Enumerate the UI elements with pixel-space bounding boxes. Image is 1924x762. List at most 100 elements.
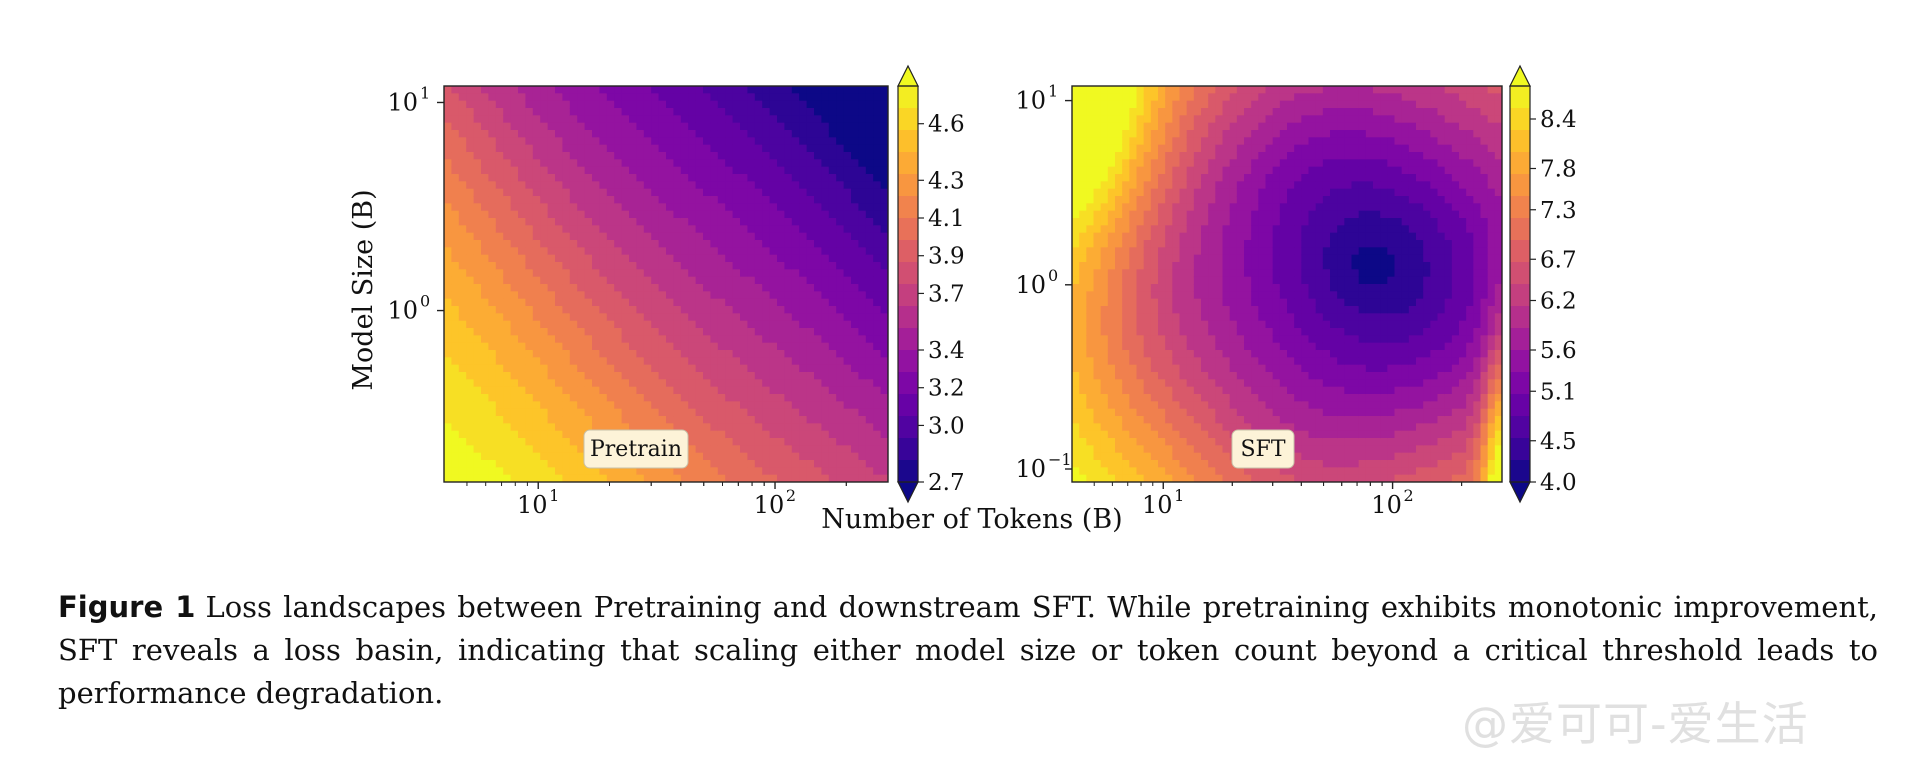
heatmap-cell xyxy=(703,350,711,358)
heatmap-cell xyxy=(666,379,674,388)
heatmap-cell xyxy=(1229,108,1238,116)
heatmap-cell xyxy=(451,232,460,241)
heatmap-cell xyxy=(1279,416,1288,424)
heatmap-cell xyxy=(584,364,593,373)
heatmap-cell xyxy=(651,313,660,322)
heatmap-cell xyxy=(1186,188,1195,197)
heatmap-cell xyxy=(621,276,630,285)
heatmap-cell xyxy=(621,379,630,388)
heatmap-cell xyxy=(1272,416,1281,424)
heatmap-cell xyxy=(843,379,852,388)
heatmap-cell xyxy=(1179,379,1188,388)
heatmap-cell xyxy=(769,423,778,432)
heatmap-cell xyxy=(666,174,674,182)
heatmap-cell xyxy=(1150,225,1159,234)
heatmap-cell xyxy=(754,328,763,336)
heatmap-cell xyxy=(754,379,763,388)
heatmap-cell xyxy=(1186,416,1195,424)
heatmap-cell xyxy=(473,174,482,182)
heatmap-cell xyxy=(1279,254,1288,263)
heatmap-cell xyxy=(510,269,519,278)
heatmap-cell xyxy=(843,445,852,454)
heatmap-cell xyxy=(710,100,719,109)
heatmap-cell xyxy=(555,247,563,256)
heatmap-cell xyxy=(569,262,578,270)
heatmap-cell xyxy=(599,130,608,138)
heatmap-cell xyxy=(540,100,549,109)
heatmap-cell xyxy=(510,445,519,454)
heatmap-cell xyxy=(1287,320,1295,329)
heatmap-cell xyxy=(762,379,771,388)
heatmap-cell xyxy=(606,115,615,124)
heatmap-cell xyxy=(444,372,452,380)
heatmap-cell xyxy=(1258,423,1267,432)
heatmap-cell xyxy=(629,262,637,270)
heatmap-cell xyxy=(1165,159,1173,168)
heatmap-cell xyxy=(1193,218,1202,226)
heatmap-cell xyxy=(1208,240,1216,248)
heatmap-cell xyxy=(717,262,726,270)
heatmap-cell xyxy=(481,364,489,373)
heatmap-cell xyxy=(1136,401,1145,410)
heatmap-cell xyxy=(629,379,637,388)
heatmap-cell xyxy=(1136,137,1145,146)
heatmap-cell xyxy=(651,379,660,388)
heatmap-cell xyxy=(606,144,615,153)
heatmap-cell xyxy=(451,379,460,388)
heatmap-cell xyxy=(784,372,793,380)
heatmap-cell xyxy=(458,408,467,417)
heatmap-cell xyxy=(814,240,822,248)
heatmap-cell xyxy=(1193,225,1202,234)
heatmap-cell xyxy=(1172,100,1181,109)
heatmap-cell xyxy=(843,152,852,160)
heatmap-cell xyxy=(510,401,519,410)
colorbar-segment xyxy=(898,328,918,351)
heatmap-cell xyxy=(525,328,534,336)
heatmap-cell xyxy=(821,218,830,226)
heatmap-cell xyxy=(1079,386,1087,395)
heatmap-cell xyxy=(1186,174,1195,182)
heatmap-cell xyxy=(703,438,711,446)
heatmap-cell xyxy=(1251,247,1259,256)
heatmap-cell xyxy=(481,218,489,226)
heatmap-cell xyxy=(791,467,800,476)
heatmap-cell xyxy=(695,445,704,454)
heatmap-cell xyxy=(1244,100,1252,109)
heatmap-cell xyxy=(458,284,467,292)
heatmap-cell xyxy=(1072,430,1080,439)
heatmap-cell xyxy=(658,342,667,351)
heatmap-cell xyxy=(621,306,630,314)
heatmap-cell xyxy=(1129,108,1138,116)
heatmap-cell xyxy=(1107,401,1116,410)
heatmap-cell xyxy=(673,203,682,212)
heatmap-cell xyxy=(540,467,549,476)
heatmap-cell xyxy=(1193,416,1202,424)
heatmap-cell xyxy=(1086,174,1095,182)
heatmap-cell xyxy=(1136,232,1145,241)
heatmap-cell xyxy=(510,262,519,270)
heatmap-cell xyxy=(851,188,859,197)
heatmap-cell xyxy=(1193,159,1202,168)
heatmap-cell xyxy=(1122,342,1130,351)
heatmap-cell xyxy=(717,188,726,197)
heatmap-cell xyxy=(503,445,512,454)
heatmap-cell xyxy=(592,372,600,380)
heatmap-cell xyxy=(828,467,837,476)
heatmap-cell xyxy=(1136,115,1145,124)
heatmap-cell xyxy=(814,196,822,204)
heatmap-cell xyxy=(495,386,504,395)
heatmap-cell xyxy=(1179,372,1188,380)
heatmap-cell xyxy=(503,262,512,270)
heatmap-cell xyxy=(636,130,645,138)
heatmap-cell xyxy=(1129,188,1138,197)
heatmap-cell xyxy=(1179,306,1188,314)
heatmap-cell xyxy=(865,460,874,468)
heatmap-cell xyxy=(651,210,660,219)
heatmap-cell xyxy=(1265,372,1274,380)
heatmap-cell xyxy=(769,438,778,446)
heatmap-cell xyxy=(495,452,504,461)
heatmap-cell xyxy=(1165,474,1173,482)
heatmap-cell xyxy=(473,320,482,329)
heatmap-cell xyxy=(814,430,822,439)
heatmap-cell xyxy=(614,218,623,226)
